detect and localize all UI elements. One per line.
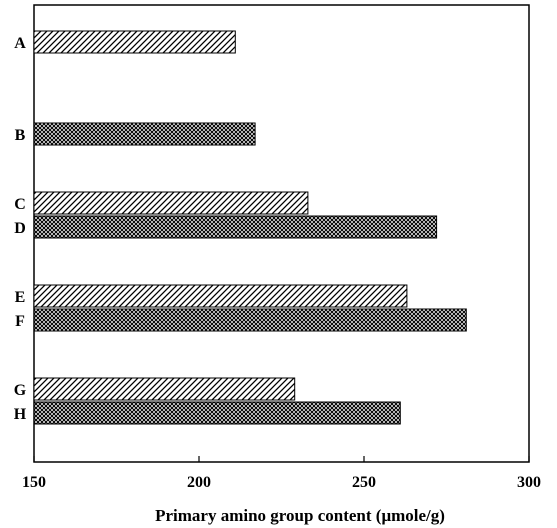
bars-group xyxy=(33,30,467,425)
x-tick-label: 250 xyxy=(352,474,376,491)
category-label-f: F xyxy=(15,313,25,330)
x-tick-label: 300 xyxy=(517,474,541,491)
x-axis-title: Primary amino group content (μmole/g) xyxy=(155,506,445,525)
x-tick-label: 200 xyxy=(187,474,211,491)
category-labels: A B CD EF GH xyxy=(14,35,27,423)
category-label-d: D xyxy=(14,220,26,237)
category-label-b: B xyxy=(15,127,26,144)
x-axis-ticks: 150 200 250 300 xyxy=(22,456,541,491)
bar-a xyxy=(33,30,236,54)
category-label-g: G xyxy=(14,382,27,399)
bar-g xyxy=(33,377,296,401)
bar-b xyxy=(33,122,256,146)
category-label-e: E xyxy=(15,289,26,306)
bar-e xyxy=(33,284,408,308)
bar-c xyxy=(33,191,309,215)
bar-d xyxy=(33,215,438,239)
category-label-a: A xyxy=(14,35,26,52)
category-label-h: H xyxy=(14,406,27,423)
category-label-c: C xyxy=(14,196,26,213)
bar-h xyxy=(33,401,401,425)
bar-f xyxy=(33,308,467,332)
x-tick-label: 150 xyxy=(22,474,46,491)
